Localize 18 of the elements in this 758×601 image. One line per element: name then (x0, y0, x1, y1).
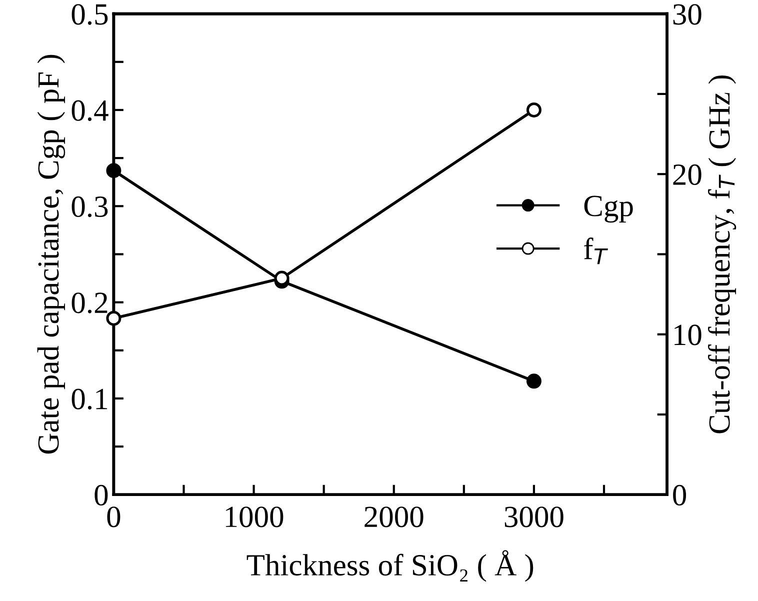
y-tick-label: 0.1 (72, 388, 108, 410)
y2-tick-label: 10 (674, 324, 702, 346)
y2-axis-title: Cut-off frequency, f$_{T}$ ( GHz ) (708, 76, 736, 434)
legend-label: f$_{T}$ (584, 238, 608, 264)
y-tick-label: 0.2 (72, 292, 108, 314)
x-tick-label: 3000 (504, 506, 564, 528)
x-tick-label: 2000 (364, 506, 424, 528)
y-axis-title: Gate pad capacitance, Cgp ( pF ) (37, 54, 66, 454)
y2-tick-label: 30 (673, 4, 702, 25)
legend-label: Cgp (584, 196, 633, 223)
x-tick-label: 1000 (226, 506, 284, 528)
x-axis-title: Thickness of SiO₂ ( Å ) (246, 550, 534, 582)
y-tick-label: 0.4 (72, 100, 108, 122)
y-tick-label: 0.3 (72, 196, 108, 218)
y-tick-label: 0 (94, 484, 108, 506)
y2-tick-label: 0 (673, 484, 686, 506)
y2-tick-label: 20 (673, 164, 702, 185)
y-tick-label: 0.5 (72, 4, 108, 25)
